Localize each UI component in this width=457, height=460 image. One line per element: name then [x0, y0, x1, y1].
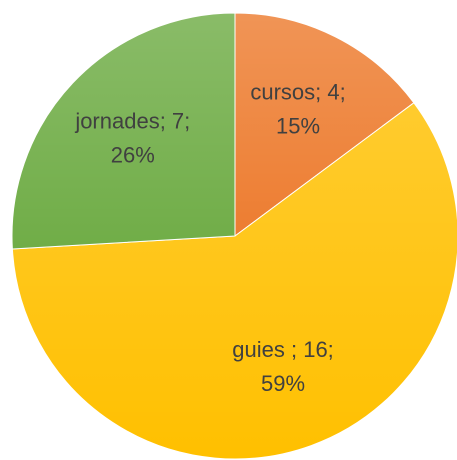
data-label: jornades; 7; — [74, 108, 190, 133]
slices — [11, 12, 457, 460]
data-label-percent: 26% — [111, 142, 155, 167]
labels: cursos; 4; 15% guies ; 16; 59% jornades; 7; 2… — [74, 79, 345, 396]
slice-shine — [12, 13, 235, 249]
data-label-percent: 15% — [276, 113, 320, 138]
slice-shine — [235, 13, 414, 236]
slice-shine — [12, 102, 457, 459]
data-label: cursos; 4; — [250, 79, 345, 104]
data-label-percent: 59% — [261, 371, 305, 396]
data-label: guies ; 16; — [232, 337, 334, 362]
